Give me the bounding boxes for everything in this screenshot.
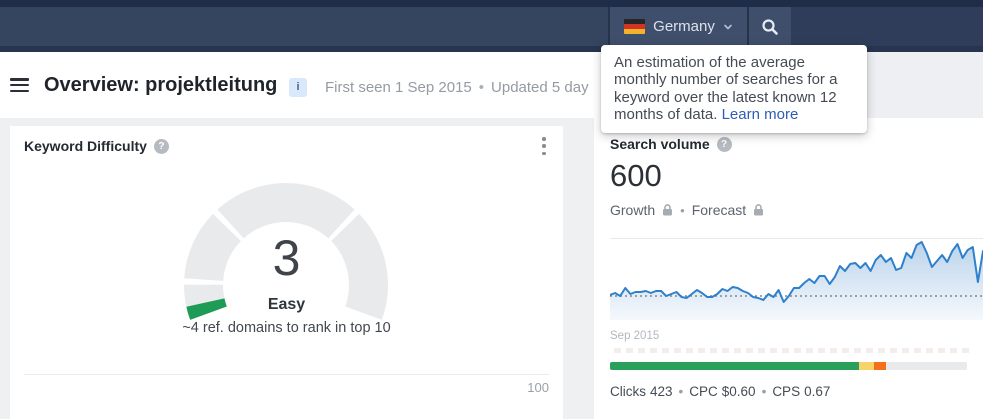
- volume-value: 600: [610, 158, 662, 193]
- volume-trend-chart: [610, 238, 983, 320]
- tooltip-text: An estimation of the average monthly num…: [614, 54, 838, 123]
- top-navigation-bar: Germany: [0, 0, 983, 52]
- metrics-dot: •: [678, 384, 684, 399]
- topbar-divider: [747, 7, 749, 46]
- topbar-right-panel: [791, 7, 983, 46]
- flag-stripe-gold: [624, 29, 646, 34]
- cpc-value: $0.60: [721, 384, 756, 399]
- page-title: Overview: projektleitung: [44, 74, 278, 96]
- flag-stripe-red: [624, 24, 646, 29]
- volume-help-icon[interactable]: ?: [716, 136, 732, 152]
- search-volume-card: Search volume ? 600 Growth • Forecast Se…: [594, 118, 983, 419]
- info-badge[interactable]: i: [289, 78, 307, 97]
- header-meta: First seen 1 Sep 2015 • Updated 5 day: [325, 79, 589, 96]
- kd-scale-max: 100: [527, 380, 549, 395]
- volume-metrics-line: Clicks 423 • CPC $0.60 • CPS 0.67: [610, 384, 830, 399]
- faded-tick-strip: [614, 348, 974, 353]
- updated-text: Updated 5 day: [491, 79, 589, 96]
- clicks-bar-segment-yellow: [858, 362, 875, 370]
- first-seen-text: First seen 1 Sep 2015: [325, 79, 472, 96]
- kd-gauge: [184, 183, 388, 320]
- kd-help-icon[interactable]: ?: [153, 138, 169, 154]
- kd-value: 3: [272, 230, 301, 286]
- volume-card-heading: Search volume ?: [610, 136, 732, 152]
- kebab-menu-icon[interactable]: [537, 136, 551, 156]
- topbar-divider: [608, 7, 610, 46]
- search-button[interactable]: [749, 7, 791, 46]
- kd-title: Keyword Difficulty: [24, 138, 147, 154]
- flag-stripe-black: [624, 19, 646, 24]
- topbar-bottom-strip: [0, 46, 983, 52]
- keyword-difficulty-card: Keyword Difficulty ? 3 Easy ~4 ref. doma…: [10, 126, 563, 419]
- search-volume-tooltip: An estimation of the average monthly num…: [601, 45, 867, 133]
- header-right-gray-panel: [866, 52, 983, 118]
- lock-icon: [754, 204, 764, 216]
- cpc-label: CPC: [689, 384, 718, 399]
- growth-label[interactable]: Growth: [610, 202, 656, 218]
- clicks-breakdown-bar: [610, 362, 967, 370]
- kd-divider: [24, 374, 549, 375]
- metrics-dot: •: [761, 384, 767, 399]
- hamburger-menu-icon[interactable]: [10, 78, 29, 92]
- clicks-value: 423: [650, 384, 673, 399]
- kd-card-heading: Keyword Difficulty ?: [24, 138, 169, 154]
- lock-icon: [663, 204, 673, 216]
- meta-separator-dot: •: [478, 79, 485, 96]
- germany-flag-icon: [624, 19, 646, 34]
- kd-difficulty-label: Easy: [267, 296, 306, 313]
- learn-more-link[interactable]: Learn more: [721, 105, 799, 123]
- chevron-down-icon: [724, 24, 732, 29]
- clicks-label: Clicks: [610, 384, 646, 399]
- volume-title: Search volume: [610, 136, 710, 152]
- row-separator-dot: •: [680, 202, 685, 218]
- chart-x-start-label: Sep 2015: [610, 330, 660, 342]
- clicks-bar-segment-track: [885, 362, 967, 370]
- growth-forecast-row: Growth • Forecast: [610, 202, 764, 218]
- clicks-bar-segment-orange: [874, 362, 886, 370]
- clicks-bar-segment-green: [610, 362, 859, 370]
- cps-label: CPS: [772, 384, 801, 399]
- topbar-top-strip: [0, 0, 983, 7]
- country-selector-button[interactable]: Germany: [610, 7, 747, 46]
- search-icon: [762, 18, 778, 35]
- country-label: Germany: [653, 18, 715, 35]
- kd-caption: ~4 ref. domains to rank in top 10: [182, 320, 391, 336]
- cps-value: 0.67: [804, 384, 831, 399]
- forecast-label[interactable]: Forecast: [691, 202, 747, 218]
